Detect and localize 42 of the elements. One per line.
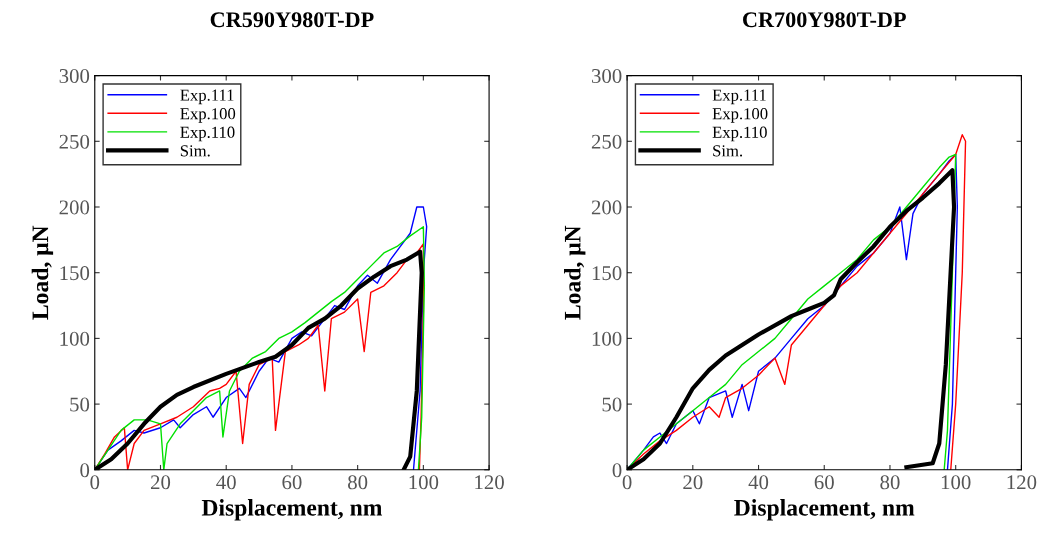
x-tick-label: 100 (409, 475, 439, 490)
x-tick-label: 0 (622, 475, 632, 490)
y-tick-label: 100 (60, 331, 90, 346)
y-tick-label: 200 (591, 200, 622, 215)
x-axis-title: Displacement, nm (734, 499, 915, 521)
y-tick-label: 150 (60, 266, 90, 281)
x-tick-label: 20 (150, 475, 171, 490)
y-tick-label: 300 (591, 68, 622, 84)
x-tick-label: 40 (748, 475, 769, 490)
chart-title: CR590Y980T-DP (210, 12, 374, 28)
legend-label: Sim. (180, 145, 210, 157)
legend-label: Exp.100 (712, 108, 768, 123)
x-tick-label: 80 (348, 475, 368, 490)
x-tick-label: 120 (1007, 475, 1037, 490)
y-tick-label: 50 (70, 397, 90, 412)
legend-label: Exp.111 (180, 89, 234, 105)
x-tick-label: 120 (475, 475, 504, 490)
y-tick-label: 0 (80, 463, 90, 478)
legend-label: Exp.110 (712, 126, 767, 142)
y-tick-label: 250 (591, 134, 622, 149)
y-axis-title: Load, μN (31, 225, 54, 320)
y-tick-label: 50 (602, 397, 622, 412)
x-tick-label: 0 (90, 475, 100, 490)
x-tick-label: 40 (216, 475, 236, 490)
legend-label: Exp.111 (712, 89, 766, 105)
y-tick-label: 150 (592, 266, 622, 281)
x-axis-title: Displacement, nm (201, 499, 383, 521)
y-tick-label: 250 (59, 134, 90, 149)
y-tick-label: 0 (612, 463, 622, 478)
y-tick-label: 100 (592, 331, 622, 346)
y-tick-label: 300 (59, 68, 90, 84)
x-tick-label: 60 (282, 475, 302, 490)
chart-title: CR700Y980T-DP (743, 12, 906, 28)
y-tick-label: 200 (59, 200, 90, 215)
y-axis-title: Load, μN (564, 225, 586, 320)
x-tick-label: 100 (941, 475, 971, 490)
x-tick-label: 80 (880, 475, 900, 490)
x-tick-label: 20 (683, 475, 703, 490)
legend-label: Sim. (713, 145, 743, 157)
legend-label: Exp.110 (180, 126, 235, 142)
legend-label: Exp.100 (180, 108, 236, 123)
x-tick-label: 60 (814, 475, 834, 490)
